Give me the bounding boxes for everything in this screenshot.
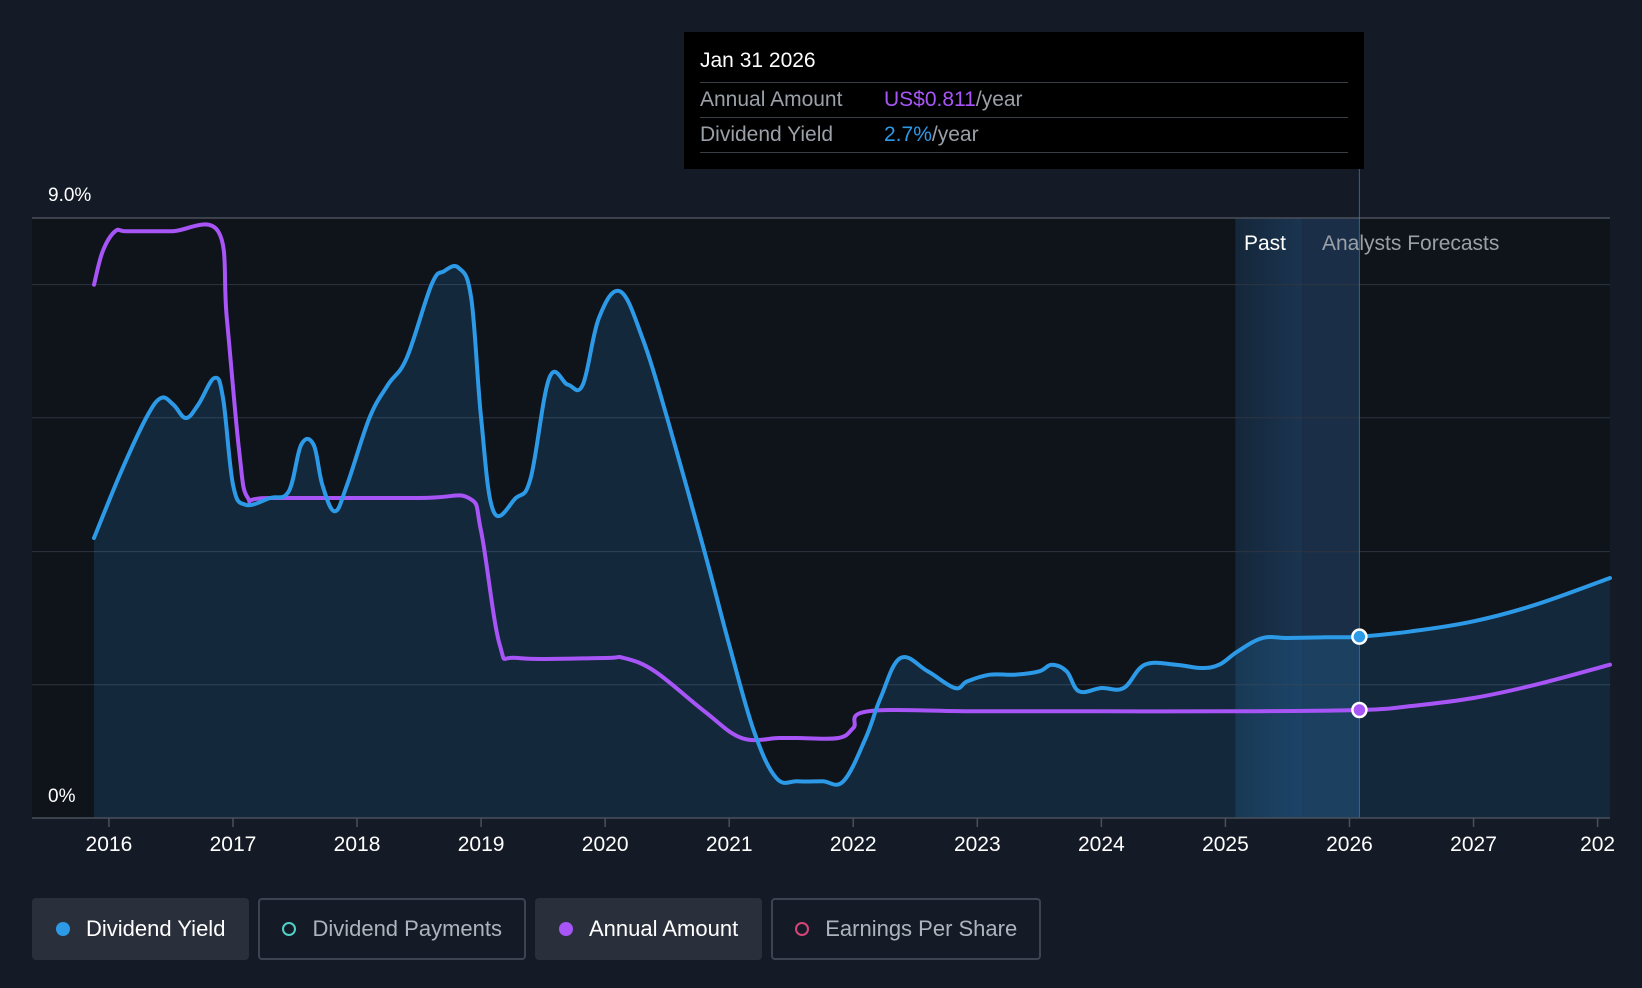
- marker-group: [1351, 628, 1368, 719]
- x-tick-label: 2025: [1202, 833, 1249, 856]
- x-tick-label: 2016: [86, 833, 133, 856]
- x-tick-label: 2024: [1078, 833, 1125, 856]
- past-band: [1235, 218, 1303, 818]
- y-tick-label-bottom: 0%: [48, 786, 76, 807]
- legend-dot-icon: [56, 922, 70, 936]
- dividend-yield-area: [94, 266, 1610, 818]
- legend-dividend-yield[interactable]: Dividend Yield: [32, 898, 250, 960]
- annual-amount-line: [92, 222, 1612, 743]
- x-tick-label: 2020: [582, 833, 629, 856]
- chart-tooltip: Jan 31 2026 Annual Amount US$0.811 /year…: [684, 32, 1364, 169]
- forecast-label: Analysts Forecasts: [1322, 232, 1499, 255]
- tooltip-yield-unit: /year: [931, 123, 979, 146]
- x-tick-label: 2018: [334, 833, 381, 856]
- forecast-band: [1302, 218, 1360, 818]
- tooltip-yield-row: Dividend Yield 2.7% /year: [700, 118, 1348, 153]
- y-tick-label-top: 9.0%: [48, 185, 91, 206]
- x-tick-label: 2026: [1326, 833, 1373, 856]
- x-tick-label: 2021: [706, 833, 753, 856]
- legend-label: Dividend Yield: [86, 916, 226, 941]
- legend-label: Annual Amount: [588, 916, 739, 941]
- legend-dot-icon: [282, 922, 297, 936]
- marker-dividend-yield: [1351, 628, 1368, 645]
- marker-annual-amount: [1351, 701, 1368, 719]
- tooltip-annual-unit: /year: [975, 88, 1023, 111]
- tooltip-yield-value: 2.7%: [884, 123, 932, 146]
- dividend-yield-line: [92, 264, 1612, 787]
- legend-label: Earnings Per Share: [825, 916, 1018, 941]
- x-tick-label: 2027: [1450, 833, 1497, 856]
- legend-earnings-per-share[interactable]: Earnings Per Share: [771, 898, 1042, 960]
- tooltip-date: Jan 31 2026: [700, 46, 1348, 83]
- tooltip-annual-label: Annual Amount: [700, 88, 843, 111]
- x-axis-ticks: 2016 2017 2018 2019 2020 2021 2022 2023 2024 2025…: [86, 818, 1615, 856]
- tooltip-yield-label: Dividend Yield: [700, 123, 834, 146]
- x-tick-label: 202: [1580, 833, 1615, 856]
- x-tick-label: 2022: [830, 833, 877, 856]
- grid-lines: [32, 217, 1610, 686]
- legend-dot-icon: [795, 922, 810, 936]
- x-tick-label: 2023: [954, 833, 1001, 856]
- tooltip-annual-row: Annual Amount US$0.811 /year: [700, 83, 1348, 118]
- legend-label: Dividend Payments: [312, 916, 502, 941]
- past-label: Past: [1244, 232, 1286, 255]
- legend-dot-icon: [558, 922, 573, 936]
- chart-legend: Dividend Yield Dividend Payments Annual …: [32, 898, 1050, 960]
- tooltip-annual-value: US$0.811: [884, 88, 976, 111]
- legend-dividend-payments[interactable]: Dividend Payments: [258, 898, 526, 960]
- x-tick-label: 2017: [210, 833, 257, 856]
- legend-annual-amount[interactable]: Annual Amount: [534, 898, 763, 960]
- x-tick-label: 2019: [458, 833, 505, 856]
